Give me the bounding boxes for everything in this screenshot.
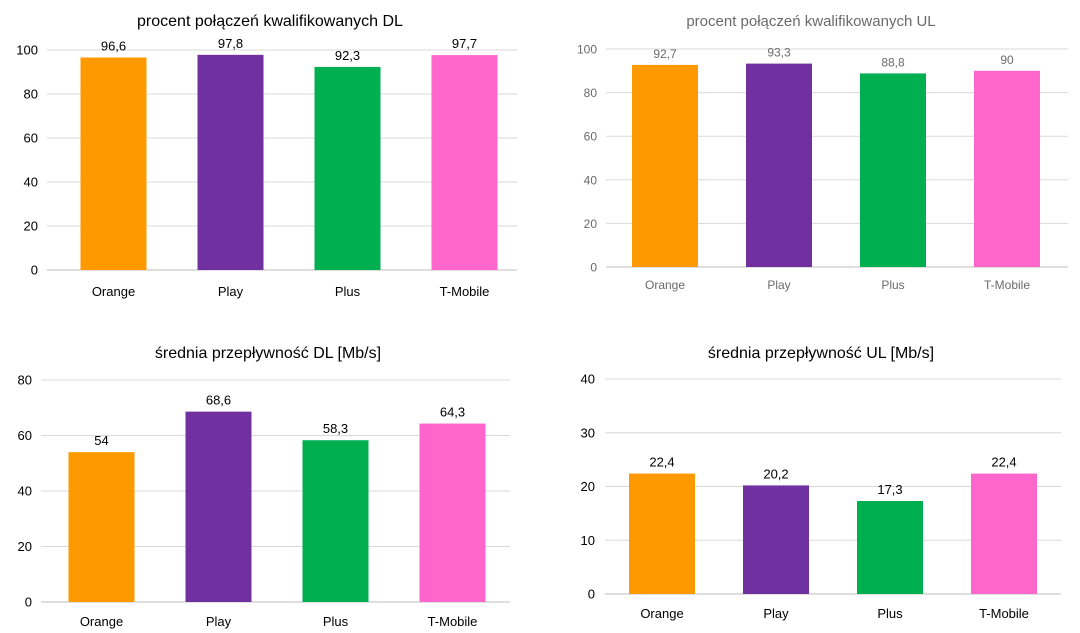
chart-3-value-label-t-mobile: 22,4 bbox=[991, 455, 1016, 470]
chart-0-value-label-plus: 92,3 bbox=[335, 48, 360, 63]
chart-2-ytick-1: 20 bbox=[18, 539, 32, 554]
chart-1-value-label-plus: 88,8 bbox=[881, 55, 905, 69]
chart-2-bar-play bbox=[185, 411, 252, 602]
chart-1-category-label-t-mobile: T-Mobile bbox=[984, 278, 1030, 292]
chart-1-ytick-5: 100 bbox=[577, 43, 597, 57]
chart-0-ytick-2: 40 bbox=[24, 175, 38, 190]
chart-0-ytick-3: 60 bbox=[24, 131, 38, 146]
chart-1-bar-t-mobile bbox=[974, 70, 1040, 267]
chart-0-bar-plus bbox=[314, 66, 381, 270]
chart-2-value-label-plus: 58,3 bbox=[323, 421, 348, 436]
chart-3-title: średnia przepływność UL [Mb/s] bbox=[708, 345, 934, 362]
chart-1-ytick-4: 80 bbox=[584, 86, 598, 100]
chart-0-bar-orange bbox=[80, 57, 147, 271]
chart-3-bar-plus bbox=[857, 501, 923, 594]
chart-1-value-label-play: 93,3 bbox=[767, 46, 791, 60]
chart-3-category-label-orange: Orange bbox=[640, 606, 683, 621]
chart-2-value-label-play: 68,6 bbox=[206, 393, 231, 408]
chart-2-category-label-orange: Orange bbox=[80, 614, 123, 629]
chart-3-value-label-play: 20,2 bbox=[763, 466, 788, 481]
chart-2-ytick-4: 80 bbox=[18, 373, 32, 388]
chart-2-title: średnia przepływność DL [Mb/s] bbox=[155, 345, 381, 362]
chart-3-bar-orange bbox=[629, 473, 695, 594]
chart-1-category-label-play: Play bbox=[767, 278, 790, 292]
chart-1-title: procent połączeń kwalifikowanych UL bbox=[686, 13, 935, 30]
chart-0-category-label-play: Play bbox=[218, 284, 244, 299]
chart-0-value-label-orange: 96,6 bbox=[101, 38, 126, 53]
chart-1-ytick-2: 40 bbox=[584, 173, 598, 187]
chart-3-category-label-plus: Plus bbox=[877, 606, 903, 621]
chart-1-ytick-1: 20 bbox=[584, 217, 598, 231]
chart-2-ytick-3: 60 bbox=[18, 428, 32, 443]
chart-3-value-label-plus: 17,3 bbox=[877, 482, 902, 497]
chart-0-ytick-5: 100 bbox=[16, 43, 38, 58]
chart-2-category-label-plus: Plus bbox=[323, 614, 349, 629]
chart-2-category-label-t-mobile: T-Mobile bbox=[428, 614, 478, 629]
chart-3-ytick-0: 0 bbox=[588, 587, 595, 602]
chart-1-value-label-orange: 92,7 bbox=[653, 47, 677, 61]
chart-3-ytick-1: 10 bbox=[581, 533, 595, 548]
chart-3-bar-play bbox=[743, 485, 809, 594]
chart-0-category-label-orange: Orange bbox=[92, 284, 135, 299]
chart-3-ytick-2: 20 bbox=[581, 479, 595, 494]
chart-0-title: procent połączeń kwalifikowanych DL bbox=[137, 13, 403, 30]
chart-3-ytick-3: 30 bbox=[581, 425, 595, 440]
chart-1-ytick-0: 0 bbox=[590, 261, 597, 275]
chart-1-bar-plus bbox=[860, 73, 926, 267]
chart-3-value-label-orange: 22,4 bbox=[649, 455, 674, 470]
chart-0-ytick-1: 20 bbox=[24, 219, 38, 234]
chart-2-ytick-0: 0 bbox=[25, 595, 32, 610]
chart-2-value-label-t-mobile: 64,3 bbox=[440, 405, 465, 420]
chart-0-bar-t-mobile bbox=[431, 55, 498, 271]
chart-0-ytick-4: 80 bbox=[24, 87, 38, 102]
chart-0-value-label-play: 97,8 bbox=[218, 36, 243, 51]
chart-2-ytick-2: 40 bbox=[18, 484, 32, 499]
chart-0-ytick-0: 0 bbox=[31, 263, 38, 278]
chart-3-category-label-play: Play bbox=[763, 606, 789, 621]
chart-3-bar-t-mobile bbox=[971, 473, 1037, 594]
chart-3-ytick-4: 40 bbox=[581, 372, 595, 387]
chart-2-bar-plus bbox=[302, 440, 369, 602]
chart-0-bar-play bbox=[197, 54, 264, 271]
chart-2-bar-orange bbox=[68, 452, 135, 602]
chart-2-value-label-orange: 54 bbox=[94, 433, 108, 448]
chart-1-category-label-orange: Orange bbox=[645, 278, 685, 292]
chart-2-category-label-play: Play bbox=[206, 614, 232, 629]
chart-2-bar-t-mobile bbox=[419, 423, 486, 602]
chart-1-bar-orange bbox=[632, 64, 698, 267]
chart-0-value-label-t-mobile: 97,7 bbox=[452, 36, 477, 51]
chart-0-category-label-plus: Plus bbox=[335, 284, 361, 299]
chart-1-ytick-3: 60 bbox=[584, 130, 598, 144]
chart-1-category-label-plus: Plus bbox=[881, 278, 904, 292]
chart-3-category-label-t-mobile: T-Mobile bbox=[979, 606, 1029, 621]
chart-1-bar-play bbox=[746, 63, 812, 267]
chart-0-category-label-t-mobile: T-Mobile bbox=[440, 284, 490, 299]
chart-1-value-label-t-mobile: 90 bbox=[1000, 53, 1014, 67]
